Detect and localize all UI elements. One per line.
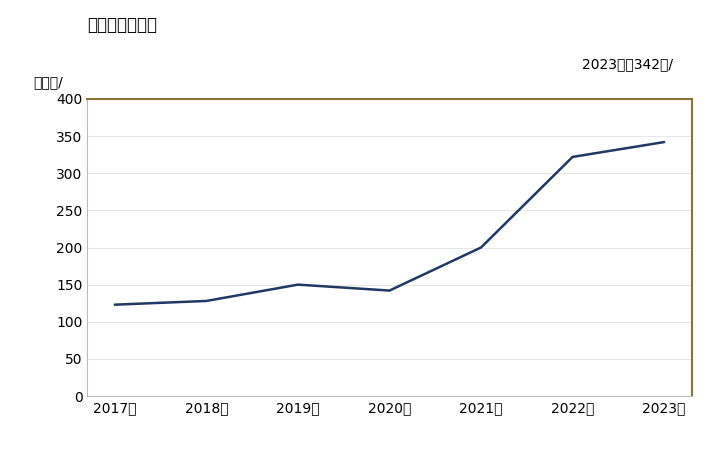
Text: 2023年：342円/: 2023年：342円/ (582, 58, 673, 72)
Text: 単位円/: 単位円/ (33, 75, 63, 89)
Text: 輸入価格の推移: 輸入価格の推移 (87, 16, 157, 34)
